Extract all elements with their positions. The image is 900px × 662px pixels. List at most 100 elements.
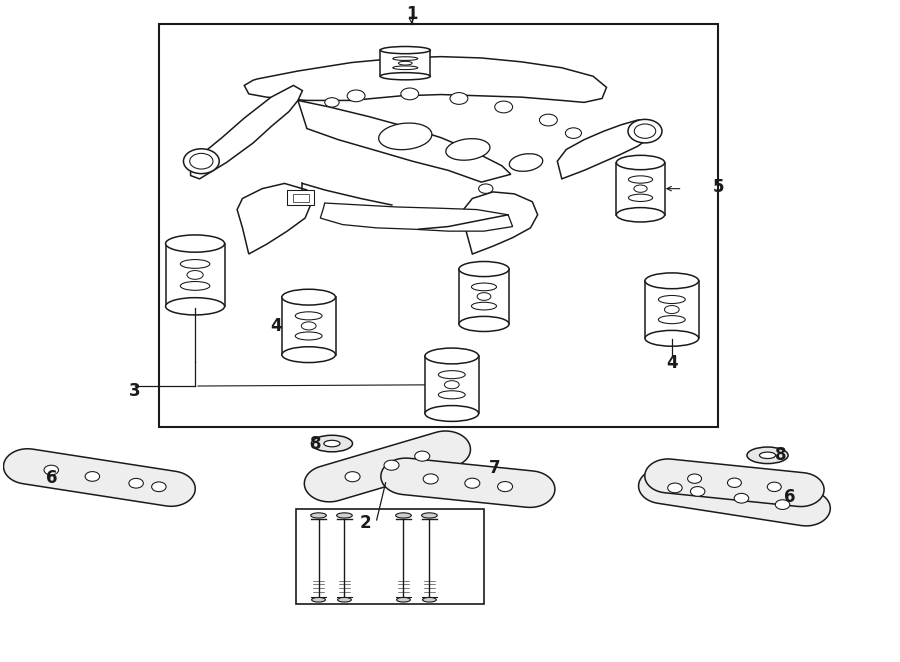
Polygon shape [638,469,831,526]
Ellipse shape [345,471,360,482]
Ellipse shape [616,156,665,169]
Ellipse shape [397,598,410,602]
Ellipse shape [445,381,459,389]
Polygon shape [557,120,656,179]
Ellipse shape [44,465,58,475]
Ellipse shape [659,295,685,304]
Text: 8: 8 [775,446,787,464]
Ellipse shape [727,478,742,487]
Ellipse shape [634,185,647,193]
Ellipse shape [399,62,412,65]
Ellipse shape [338,598,351,602]
Polygon shape [644,459,824,506]
Ellipse shape [86,471,100,481]
Bar [159,24,718,427]
Ellipse shape [616,208,665,222]
Ellipse shape [295,332,322,340]
Ellipse shape [645,273,698,289]
Polygon shape [464,192,537,254]
Ellipse shape [166,298,225,315]
Ellipse shape [392,57,418,60]
Ellipse shape [184,149,220,173]
Polygon shape [244,57,607,103]
Polygon shape [4,449,195,506]
Ellipse shape [747,447,788,463]
Ellipse shape [347,90,365,102]
Ellipse shape [446,138,490,160]
Ellipse shape [425,406,479,422]
Ellipse shape [668,483,682,493]
Polygon shape [304,431,471,502]
Polygon shape [191,85,302,179]
Ellipse shape [129,479,143,488]
Ellipse shape [396,513,411,518]
Ellipse shape [384,460,399,470]
Ellipse shape [734,493,749,503]
Bar [296,509,484,604]
Polygon shape [293,194,309,202]
Polygon shape [381,458,555,508]
Ellipse shape [423,474,438,484]
Ellipse shape [498,481,513,492]
Ellipse shape [325,98,339,107]
Ellipse shape [311,598,326,602]
Text: 8: 8 [310,434,321,453]
Ellipse shape [645,330,698,346]
Ellipse shape [392,66,418,70]
Text: 1: 1 [406,5,418,23]
Polygon shape [616,162,665,214]
Ellipse shape [151,482,166,492]
Ellipse shape [450,93,468,105]
Ellipse shape [400,88,418,100]
Ellipse shape [421,513,437,518]
Ellipse shape [472,303,497,310]
Ellipse shape [477,293,490,301]
Ellipse shape [190,154,213,169]
Ellipse shape [380,46,430,54]
Ellipse shape [479,184,493,193]
Polygon shape [645,281,698,338]
Ellipse shape [539,114,557,126]
Polygon shape [298,101,511,182]
Ellipse shape [438,371,465,379]
Text: 5: 5 [713,178,725,197]
Ellipse shape [634,124,656,138]
Ellipse shape [425,348,479,364]
Ellipse shape [380,73,430,80]
Ellipse shape [495,101,513,113]
Ellipse shape [690,487,705,496]
Ellipse shape [775,500,790,510]
Ellipse shape [628,119,662,143]
Ellipse shape [310,513,327,518]
Ellipse shape [282,289,336,305]
Ellipse shape [379,123,432,150]
Ellipse shape [337,513,352,518]
Ellipse shape [760,452,776,459]
Ellipse shape [438,391,465,399]
Text: 7: 7 [489,459,500,477]
Ellipse shape [302,322,316,330]
Ellipse shape [565,128,581,138]
Ellipse shape [768,482,781,491]
Ellipse shape [464,478,480,489]
Polygon shape [237,183,311,254]
Ellipse shape [664,306,680,314]
Polygon shape [287,190,314,205]
Polygon shape [282,297,336,355]
Text: 3: 3 [130,382,141,401]
Ellipse shape [688,474,702,483]
Polygon shape [166,244,225,307]
Ellipse shape [659,316,685,324]
Ellipse shape [472,283,497,291]
Text: 2: 2 [359,514,371,532]
Ellipse shape [180,281,210,291]
Text: 4: 4 [270,317,282,335]
Ellipse shape [180,260,210,268]
Ellipse shape [282,347,336,363]
Polygon shape [380,50,430,76]
Text: 4: 4 [666,354,678,372]
Text: 6: 6 [46,469,58,487]
Ellipse shape [459,316,509,332]
Ellipse shape [295,312,322,320]
Ellipse shape [628,194,652,201]
